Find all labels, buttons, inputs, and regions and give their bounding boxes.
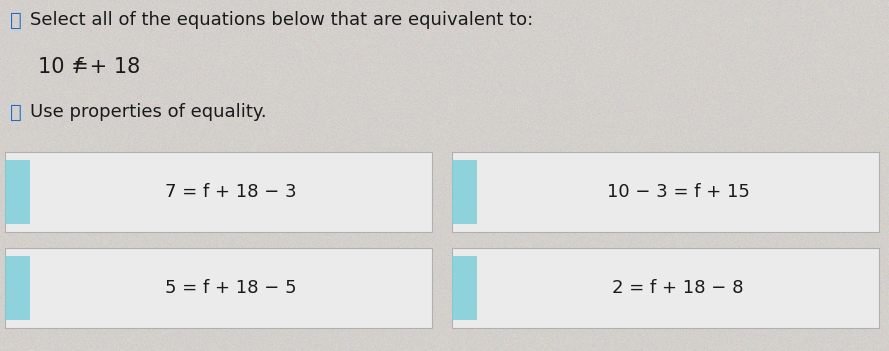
Bar — [5, 152, 432, 232]
Bar — [452, 256, 477, 320]
Text: 10 − 3 = f + 15: 10 − 3 = f + 15 — [606, 183, 749, 201]
Bar — [452, 160, 477, 224]
Bar — [452, 152, 879, 232]
Text: 5 = f + 18 − 5: 5 = f + 18 − 5 — [165, 279, 297, 297]
Text: + 18: + 18 — [83, 57, 140, 77]
Text: 10 =: 10 = — [38, 57, 95, 77]
Text: 🔊: 🔊 — [10, 11, 22, 29]
Text: 7 = f + 18 − 3: 7 = f + 18 − 3 — [165, 183, 297, 201]
Text: Use properties of equality.: Use properties of equality. — [30, 103, 267, 121]
Text: 🔊: 🔊 — [10, 102, 22, 121]
Bar — [5, 248, 432, 328]
Text: Select all of the equations below that are equivalent to:: Select all of the equations below that a… — [30, 11, 533, 29]
Bar — [452, 248, 879, 328]
Bar — [5, 256, 30, 320]
Bar — [5, 160, 30, 224]
Text: f: f — [74, 57, 82, 77]
Text: 2 = f + 18 − 8: 2 = f + 18 − 8 — [613, 279, 744, 297]
